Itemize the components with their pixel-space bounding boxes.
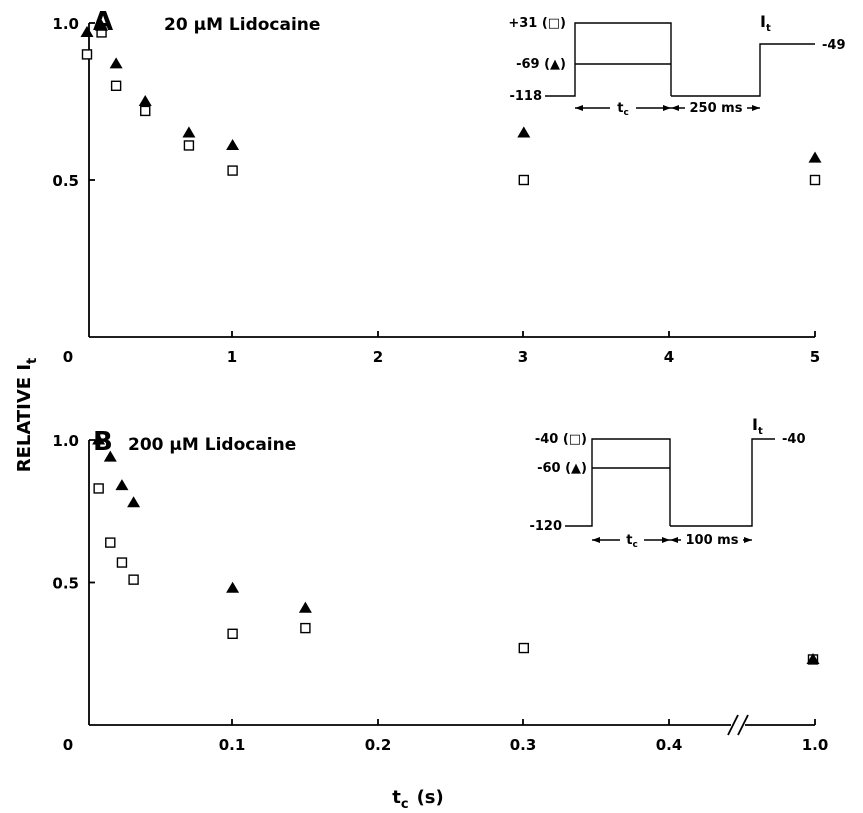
current-label: It (760, 12, 771, 34)
data-point-triangle (226, 582, 239, 593)
panel-b-title: 200 μM Lidocaine (128, 435, 296, 455)
data-point-square (184, 141, 193, 150)
data-point-square (94, 484, 103, 493)
data-point-triangle (226, 139, 239, 150)
panel-a-title: 20 μM Lidocaine (164, 15, 320, 35)
level-label-4: -49 (822, 38, 846, 53)
y-tick-label: 0.5 (52, 172, 79, 190)
data-point-square (141, 106, 150, 115)
level-label-2: -69 (▲) (516, 57, 566, 72)
level-label-3: -120 (529, 519, 562, 534)
x-axis-label: tc (s) (392, 787, 444, 812)
level-label-1: -40 (□) (535, 432, 587, 447)
data-point-square (228, 166, 237, 175)
data-point-triangle (809, 152, 822, 163)
y-tick-label: 0.5 (52, 575, 79, 593)
x-tick-label: 0 (63, 348, 73, 366)
x-tick-label: 5 (810, 348, 820, 366)
data-point-triangle (110, 57, 123, 68)
x-tick-label: 0.1 (219, 736, 246, 754)
protocol-trace-depolarized (565, 439, 670, 526)
data-point-square (519, 644, 528, 653)
data-point-square (301, 624, 310, 633)
data-point-triangle (81, 26, 94, 37)
level-label-4: -40 (782, 432, 806, 447)
interval-label-recovery: 100 ms (686, 533, 739, 548)
x-tick-label: 0.4 (656, 736, 683, 754)
x-tick-label: 1 (227, 348, 237, 366)
data-point-square (117, 558, 126, 567)
protocol-trace-recovery (671, 44, 815, 96)
x-tick-label: 0 (63, 736, 73, 754)
axis-break-mark (728, 715, 748, 735)
data-point-triangle (299, 602, 312, 613)
panel-b-marks (92, 434, 819, 665)
panel-a-axes: 0 1 2 3 4 5 0.5 1.0 (52, 15, 820, 366)
x-tick-label: 4 (664, 348, 674, 366)
panel-b-axes: 0 0.1 0.2 0.3 0.4 1.0 0.5 1.0 (52, 432, 828, 754)
data-point-square (106, 538, 115, 547)
level-label-1: +31 (□) (508, 16, 566, 31)
panel-a: A 20 μM Lidocaine 0 1 2 3 4 50.51.0 +31 (□) -… (52, 7, 845, 366)
interval-label-recovery: 250 ms (690, 101, 743, 116)
level-label-2: -60 (▲) (537, 461, 587, 476)
data-point-triangle (115, 479, 128, 490)
data-point-triangle (139, 95, 152, 106)
data-point-triangle (182, 126, 195, 137)
data-point-square (811, 176, 820, 185)
data-point-square (129, 575, 138, 584)
panel-a-inset: +31 (□) -69 (▲) -118 -49 It tc 250 ms (508, 12, 845, 118)
x-tick-label: 3 (518, 348, 528, 366)
y-tick-label: 1.0 (52, 15, 79, 33)
level-label-3: -118 (509, 89, 542, 104)
data-point-triangle (517, 126, 530, 137)
x-tick-label: 0.3 (510, 736, 537, 754)
y-tick-label: 1.0 (52, 432, 79, 450)
x-tick-label: 0.2 (365, 736, 392, 754)
current-label: It (752, 415, 763, 437)
y-axis-label: RELATIVE It (14, 358, 40, 473)
data-point-triangle (127, 496, 140, 507)
x-tick-label: 1.0 (802, 736, 829, 754)
panel-b: B 200 μM Lidocaine 00.10.20.30.41.00.51.… (52, 415, 828, 754)
data-point-square (83, 50, 92, 59)
data-point-square (228, 629, 237, 638)
data-point-square (519, 176, 528, 185)
panel-b-inset: -40 (□) -60 (▲) -120 -40 It tc 100 ms (529, 415, 805, 550)
protocol-trace-recovery (670, 439, 775, 526)
data-point-square (112, 81, 121, 90)
x-tick-label: 2 (373, 348, 383, 366)
